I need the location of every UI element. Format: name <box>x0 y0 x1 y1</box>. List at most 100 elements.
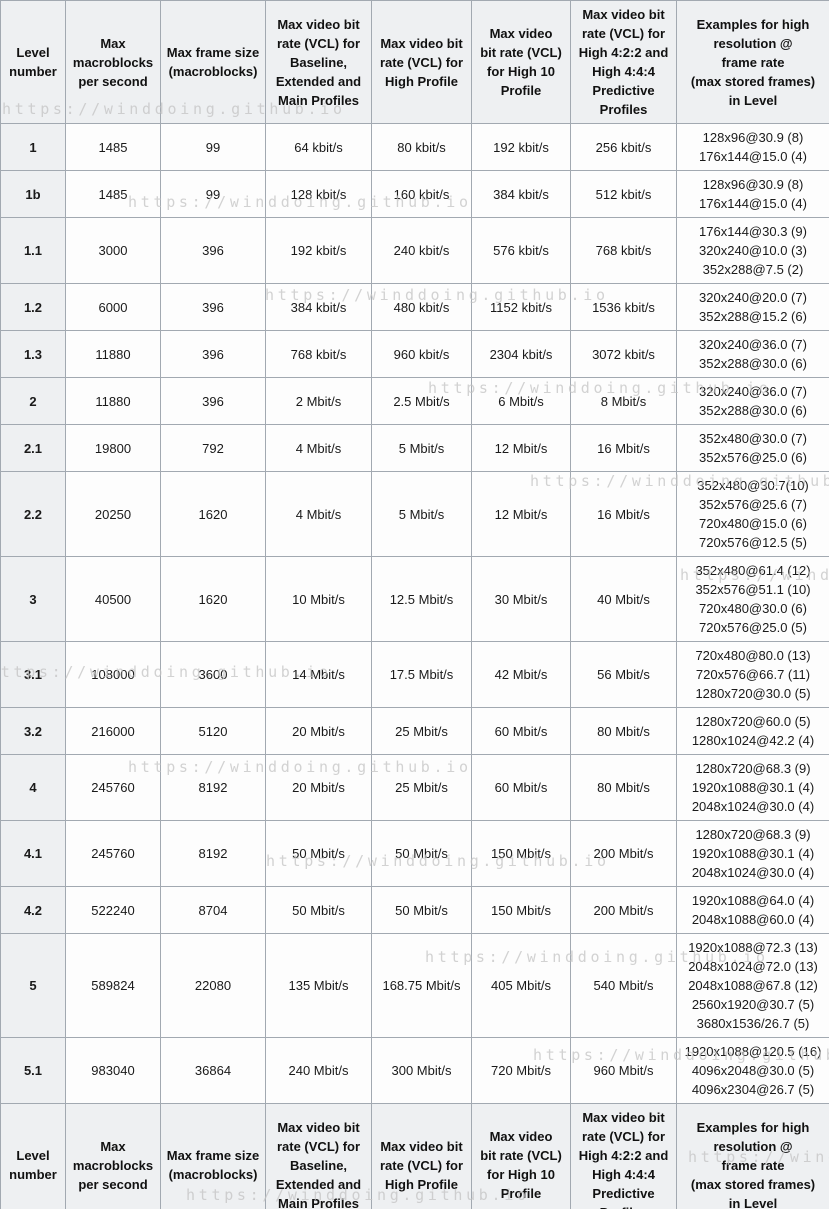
table-row: 1b 1485 99 128 kbit/s 160 kbit/s 384 kbit/s 51… <box>0 170 829 218</box>
max-macroblocks-cell: 19800 <box>65 424 161 472</box>
examples-cell: 320x240@20.0 (7) 352x288@15.2 (6) <box>676 283 829 331</box>
bitrate-baseline-extended-main-cell: 128 kbit/s <box>265 170 372 218</box>
example-line: 352x480@61.4 (12) <box>695 563 811 578</box>
bitrate-high422-high444-cell: 200 Mbit/s <box>570 886 677 934</box>
level-cell: 4 <box>0 754 66 821</box>
bitrate-high422-high444-cell: 200 Mbit/s <box>570 820 677 887</box>
table-row: 4 245760 8192 20 Mbit/s 25 Mbit/s 60 Mbit/s 80… <box>0 754 829 821</box>
max-frame-size-cell: 8192 <box>160 820 266 887</box>
example-line: 720x480@30.0 (6) <box>699 601 807 616</box>
example-line: 1920x1088@64.0 (4) <box>691 893 815 908</box>
table-row: 4.1 245760 8192 50 Mbit/s 50 Mbit/s 150 Mbit/… <box>0 820 829 887</box>
bitrate-high-cell: 5 Mbit/s <box>371 424 472 472</box>
max-macroblocks-cell: 522240 <box>65 886 161 934</box>
max-frame-size-cell: 396 <box>160 377 266 425</box>
example-line: 1920x1088@120.5 (16) <box>684 1044 822 1059</box>
examples-cell: 320x240@36.0 (7) 352x288@30.0 (6) <box>676 330 829 378</box>
level-cell: 2 <box>0 377 66 425</box>
bitrate-high10-cell: 150 Mbit/s <box>471 886 571 934</box>
bitrate-high-cell: 300 Mbit/s <box>371 1037 472 1104</box>
table-row: 2 11880 396 2 Mbit/s 2.5 Mbit/s 6 Mbit/s 8 Mbi… <box>0 377 829 425</box>
example-line: 320x240@36.0 (7) <box>699 337 807 352</box>
header-cell-max-frame-size: Max frame size (macroblocks) <box>160 1103 266 1209</box>
example-line: 176x144@15.0 (4) <box>699 149 807 164</box>
table-row: 1.3 11880 396 768 kbit/s 960 kbit/s 2304 kbit… <box>0 330 829 378</box>
header-cell-level: Level number <box>0 1103 66 1209</box>
examples-cell: 720x480@80.0 (13) 720x576@66.7 (11) 1280x7… <box>676 641 829 708</box>
bitrate-baseline-extended-main-cell: 20 Mbit/s <box>265 707 372 755</box>
example-line: 2048x1024@30.0 (4) <box>691 865 815 880</box>
example-line: 1920x1088@30.1 (4) <box>691 846 815 861</box>
example-line: 128x96@30.9 (8) <box>702 177 804 192</box>
bitrate-baseline-extended-main-cell: 50 Mbit/s <box>265 820 372 887</box>
level-cell: 3.2 <box>0 707 66 755</box>
header-cell-bitrate-high: Max video bit rate (VCL) for High Profil… <box>371 0 472 124</box>
example-line: 352x288@15.2 (6) <box>699 309 807 324</box>
max-frame-size-cell: 5120 <box>160 707 266 755</box>
header-cell-max-macroblocks: Max macroblocks per second <box>65 1103 161 1209</box>
example-line: 1280x720@60.0 (5) <box>695 714 811 729</box>
bitrate-high-cell: 5 Mbit/s <box>371 471 472 557</box>
level-cell: 4.1 <box>0 820 66 887</box>
max-frame-size-cell: 396 <box>160 217 266 284</box>
max-frame-size-cell: 8192 <box>160 754 266 821</box>
bitrate-baseline-extended-main-cell: 135 Mbit/s <box>265 933 372 1038</box>
table-footer-row: Level number Max macroblocks per second Ma… <box>0 1103 829 1209</box>
max-frame-size-cell: 36864 <box>160 1037 266 1104</box>
bitrate-high422-high444-cell: 8 Mbit/s <box>570 377 677 425</box>
bitrate-high10-cell: 1152 kbit/s <box>471 283 571 331</box>
examples-cell: 1920x1088@120.5 (16) 4096x2048@30.0 (5) 40… <box>676 1037 829 1104</box>
bitrate-high422-high444-cell: 56 Mbit/s <box>570 641 677 708</box>
bitrate-high-cell: 50 Mbit/s <box>371 820 472 887</box>
bitrate-baseline-extended-main-cell: 768 kbit/s <box>265 330 372 378</box>
bitrate-high-cell: 960 kbit/s <box>371 330 472 378</box>
example-line: 320x240@36.0 (7) <box>699 384 807 399</box>
table-row: 5.1 983040 36864 240 Mbit/s 300 Mbit/s 720 Mb… <box>0 1037 829 1104</box>
header-cell-bitrate-high422-high444: Max video bit rate (VCL) for High 4:2:2 … <box>570 0 677 124</box>
example-line: 128x96@30.9 (8) <box>702 130 804 145</box>
max-frame-size-cell: 396 <box>160 283 266 331</box>
level-cell: 2.2 <box>0 471 66 557</box>
level-cell: 4.2 <box>0 886 66 934</box>
header-cell-bitrate-high422-high444: Max video bit rate (VCL) for High 4:2:2 … <box>570 1103 677 1209</box>
bitrate-high422-high444-cell: 1536 kbit/s <box>570 283 677 331</box>
bitrate-baseline-extended-main-cell: 240 Mbit/s <box>265 1037 372 1104</box>
bitrate-baseline-extended-main-cell: 10 Mbit/s <box>265 556 372 642</box>
bitrate-high-cell: 480 kbit/s <box>371 283 472 331</box>
example-line: 720x480@80.0 (13) <box>695 648 811 663</box>
bitrate-high422-high444-cell: 40 Mbit/s <box>570 556 677 642</box>
bitrate-high-cell: 80 kbit/s <box>371 123 472 171</box>
example-line: 352x480@30.0 (7) <box>699 431 807 446</box>
header-cell-examples: Examples for high resolution @ frame rat… <box>676 0 829 124</box>
max-macroblocks-cell: 245760 <box>65 754 161 821</box>
example-line: 2048x1088@60.0 (4) <box>691 912 815 927</box>
bitrate-high-cell: 17.5 Mbit/s <box>371 641 472 708</box>
bitrate-high-cell: 12.5 Mbit/s <box>371 556 472 642</box>
bitrate-high10-cell: 576 kbit/s <box>471 217 571 284</box>
bitrate-high10-cell: 30 Mbit/s <box>471 556 571 642</box>
example-line: 4096x2048@30.0 (5) <box>691 1063 815 1078</box>
max-macroblocks-cell: 20250 <box>65 471 161 557</box>
bitrate-high-cell: 50 Mbit/s <box>371 886 472 934</box>
max-macroblocks-cell: 40500 <box>65 556 161 642</box>
examples-cell: 176x144@30.3 (9) 320x240@10.0 (3) 352x288@… <box>676 217 829 284</box>
example-line: 720x576@25.0 (5) <box>699 620 807 635</box>
max-frame-size-cell: 99 <box>160 123 266 171</box>
table-row: 5 589824 22080 135 Mbit/s 168.75 Mbit/s 405 M… <box>0 933 829 1038</box>
examples-cell: 1920x1088@64.0 (4) 2048x1088@60.0 (4) <box>676 886 829 934</box>
example-line: 352x288@7.5 (2) <box>702 262 804 277</box>
bitrate-baseline-extended-main-cell: 64 kbit/s <box>265 123 372 171</box>
bitrate-high10-cell: 12 Mbit/s <box>471 424 571 472</box>
header-cell-bitrate-high10: Max video bit rate (VCL) for High 10 Pro… <box>471 1103 571 1209</box>
table-header-row: Level number Max macroblocks per second Ma… <box>0 0 829 124</box>
examples-cell: 352x480@30.7(10) 352x576@25.6 (7) 720x480@… <box>676 471 829 557</box>
max-frame-size-cell: 1620 <box>160 471 266 557</box>
example-line: 352x288@30.0 (6) <box>699 403 807 418</box>
bitrate-high10-cell: 405 Mbit/s <box>471 933 571 1038</box>
example-line: 176x144@15.0 (4) <box>699 196 807 211</box>
table-row: 4.2 522240 8704 50 Mbit/s 50 Mbit/s 150 Mbit/… <box>0 886 829 934</box>
example-line: 352x576@51.1 (10) <box>695 582 811 597</box>
bitrate-high-cell: 25 Mbit/s <box>371 754 472 821</box>
max-macroblocks-cell: 245760 <box>65 820 161 887</box>
